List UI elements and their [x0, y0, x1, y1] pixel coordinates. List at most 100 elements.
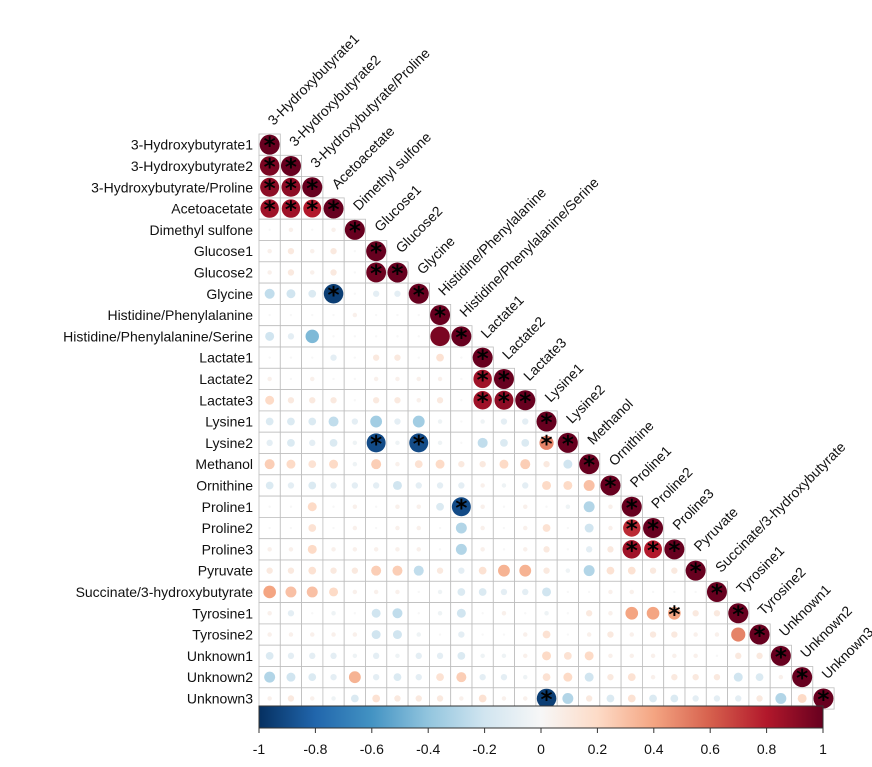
- correlation-circle: [522, 482, 529, 489]
- correlation-circle: [587, 590, 591, 594]
- correlation-circle: [438, 633, 442, 636]
- correlation-circle: [478, 694, 487, 703]
- correlation-circle: [353, 399, 357, 402]
- correlation-circle: [372, 482, 380, 489]
- correlation-circle: [311, 313, 314, 317]
- correlation-circle: [565, 568, 571, 573]
- correlation-circle: [352, 632, 358, 637]
- significance-asterisk: *: [391, 261, 403, 287]
- correlation-circle: [331, 696, 336, 701]
- correlation-circle: [371, 565, 382, 576]
- correlation-circle: [460, 377, 463, 381]
- row-label: Methanol: [195, 456, 253, 472]
- correlation-circle: [608, 504, 613, 509]
- row-label: 3-Hydroxybutyrate1: [131, 137, 253, 153]
- correlation-circle: [500, 588, 508, 596]
- significance-markers: ** ** * ** * * **** ** ***** ** * *** * * **** ** ** * ***…: [264, 134, 830, 714]
- correlation-circle: [713, 673, 721, 681]
- correlation-circle: [310, 632, 315, 637]
- correlation-circle: [416, 504, 421, 509]
- correlation-circle: [265, 481, 274, 490]
- correlation-circle: [392, 565, 403, 576]
- significance-asterisk: *: [264, 155, 276, 181]
- correlation-circle: [479, 460, 486, 468]
- correlation-circle: [544, 611, 549, 616]
- column-label: Dimethyl sulfone: [350, 129, 435, 214]
- correlation-circle: [685, 560, 706, 581]
- correlation-circle: [608, 525, 613, 531]
- correlation-circle: [286, 672, 296, 682]
- significance-asterisk: *: [690, 560, 702, 586]
- significance-asterisk: *: [562, 432, 574, 458]
- correlation-circle: [416, 525, 421, 531]
- correlation-circle: [415, 695, 422, 702]
- correlation-circle: [607, 546, 614, 553]
- correlation-circle: [502, 526, 506, 530]
- correlation-circle: [436, 502, 444, 511]
- correlation-circle: [629, 589, 634, 595]
- correlation-circle: [478, 566, 487, 575]
- correlation-circle: [563, 480, 573, 490]
- correlation-circle: [481, 633, 484, 636]
- correlation-circle: [323, 283, 344, 304]
- correlation-circle: [353, 356, 357, 359]
- correlation-circle: [436, 397, 444, 404]
- correlation-circle: [366, 241, 387, 262]
- correlation-circle: [353, 612, 357, 615]
- significance-asterisk: *: [349, 219, 361, 245]
- significance-asterisk: *: [370, 432, 382, 458]
- correlation-circle: [373, 589, 379, 595]
- correlation-circle: [543, 460, 550, 468]
- correlation-circle: [259, 156, 280, 176]
- row-label: Lysine2: [205, 435, 253, 451]
- correlation-circle: [500, 673, 508, 681]
- correlation-circle: [353, 271, 357, 274]
- correlation-circle: [627, 673, 636, 682]
- correlation-circle: [310, 696, 315, 701]
- correlation-circle: [287, 610, 295, 617]
- correlation-circle: [562, 692, 574, 704]
- correlation-circle: [394, 695, 401, 702]
- correlation-circle: [330, 397, 337, 404]
- correlation-circle: [372, 397, 380, 404]
- correlation-circle: [417, 590, 420, 594]
- correlation-circle: [629, 653, 634, 659]
- correlation-circle: [566, 590, 570, 594]
- row-label: Lysine1: [205, 414, 253, 430]
- correlation-circle: [416, 547, 421, 552]
- correlation-circle: [330, 652, 337, 660]
- significance-asterisk: *: [477, 389, 489, 415]
- correlation-circle: [331, 547, 336, 552]
- correlation-circle: [372, 673, 380, 681]
- correlation-circle: [457, 588, 466, 596]
- correlation-circle: [502, 633, 506, 636]
- correlation-circle: [351, 482, 359, 489]
- significance-asterisk: *: [647, 538, 659, 564]
- correlation-circle: [267, 248, 272, 254]
- correlation-circle: [264, 288, 275, 299]
- correlation-circle: [621, 496, 642, 517]
- significance-asterisk: *: [754, 624, 766, 650]
- correlation-circle: [523, 653, 528, 659]
- correlation-circle: [332, 526, 335, 530]
- colorbar-tick-label: 0.2: [588, 741, 608, 757]
- significance-asterisk: *: [477, 368, 489, 394]
- correlation-circle: [673, 590, 676, 594]
- correlation-circle: [500, 438, 508, 447]
- correlation-circle: [813, 688, 834, 709]
- correlation-circle: [693, 653, 698, 659]
- correlation-circle: [523, 547, 528, 552]
- correlation-circle: [353, 377, 357, 381]
- row-label: Glycine: [206, 286, 253, 302]
- correlation-circle: [456, 608, 466, 618]
- correlation-circle: [671, 673, 678, 681]
- colorbar-tick-label: 1: [819, 741, 827, 757]
- correlation-circle: [259, 134, 280, 155]
- significance-asterisk: *: [306, 176, 318, 202]
- correlation-circle: [731, 627, 746, 642]
- correlation-circle: [584, 651, 594, 661]
- correlation-circle: [330, 673, 337, 681]
- correlation-circle: [500, 418, 508, 425]
- correlation-circle: [395, 504, 400, 509]
